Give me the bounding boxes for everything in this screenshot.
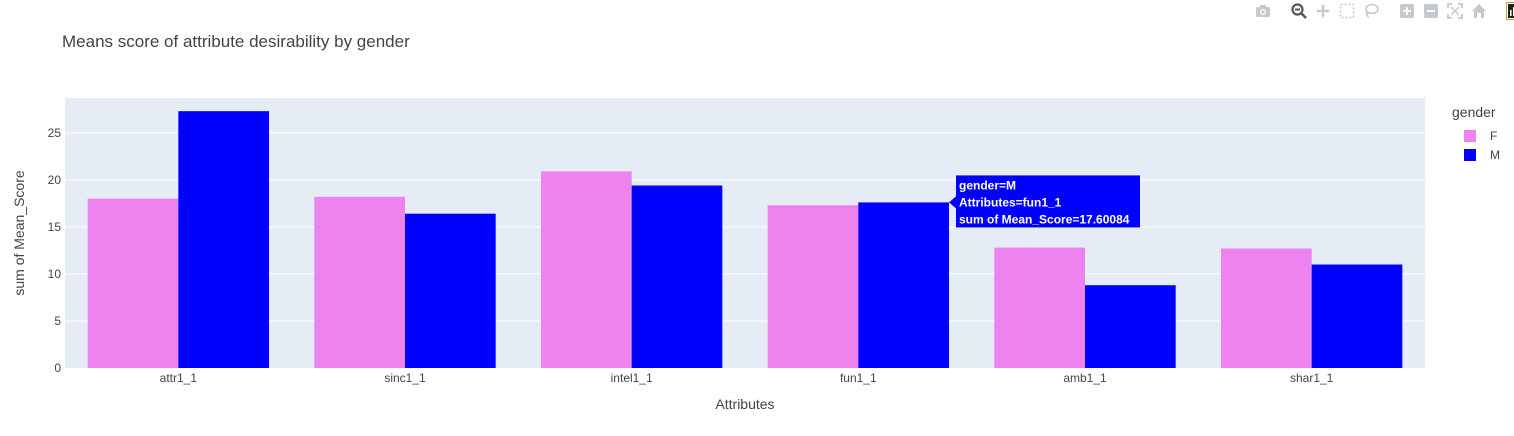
legend: gender F M [1452,104,1500,164]
camera-icon[interactable] [1254,2,1272,20]
y-axis-label: sum of Mean_Score [11,170,27,295]
x-tick-label: intel1_1 [611,371,653,385]
x-tick-label: amb1_1 [1063,371,1107,385]
y-tick-label: 0 [54,361,61,375]
y-tick-label: 5 [54,314,61,328]
legend-swatch-f [1464,129,1476,142]
x-axis-label: Attributes [715,396,774,412]
tooltip-line: Attributes=fun1_1 [959,195,1062,209]
legend-swatch-m [1464,148,1476,161]
bar-m-shar1_1[interactable] [1311,264,1403,368]
bar-m-sinc1_1[interactable] [405,213,496,368]
x-tick-label: attr1_1 [160,371,198,385]
zoom-in-icon[interactable] [1398,2,1416,20]
chart-title: Means score of attribute desirability by… [62,32,410,51]
legend-label-m: M [1490,147,1500,162]
plot-area [65,98,1425,368]
box-select-icon[interactable] [1338,2,1356,20]
autoscale-icon[interactable] [1446,2,1464,20]
y-tick-label: 20 [48,173,62,187]
bar-f-shar1_1[interactable] [1221,248,1312,368]
legend-item-f[interactable]: F [1464,126,1500,145]
bar-f-fun1_1[interactable] [767,205,859,368]
tooltip-box [956,175,1140,228]
tooltip-line: sum of Mean_Score=17.60084 [959,212,1130,226]
y-tick-label: 10 [48,267,62,281]
bar-m-attr1_1[interactable] [178,111,269,369]
bar-f-amb1_1[interactable] [994,247,1085,368]
y-tick-label: 15 [48,220,62,234]
bar-m-amb1_1[interactable] [1085,285,1176,368]
zoom-out-icon[interactable] [1422,2,1440,20]
tooltip-line: gender=M [959,178,1016,192]
legend-title: gender [1452,104,1496,120]
bar-m-intel1_1[interactable] [631,185,723,368]
tooltip-pointer [949,196,956,209]
modebar [1254,2,1514,20]
legend-label-f: F [1490,128,1498,143]
bar-f-sinc1_1[interactable] [314,196,405,368]
x-tick-label: shar1_1 [1290,371,1334,385]
x-tick-label: fun1_1 [840,371,877,385]
lasso-icon[interactable] [1362,2,1380,20]
y-tick-label: 25 [48,126,62,140]
bar-m-fun1_1[interactable] [858,202,949,368]
x-tick-label: sinc1_1 [384,371,426,385]
legend-item-m[interactable]: M [1464,145,1500,164]
pan-icon[interactable] [1314,2,1332,20]
zoom-icon[interactable] [1290,2,1308,20]
bar-f-intel1_1[interactable] [541,171,632,368]
reset-axes-icon[interactable] [1470,2,1488,20]
bar-f-attr1_1[interactable] [87,198,179,368]
